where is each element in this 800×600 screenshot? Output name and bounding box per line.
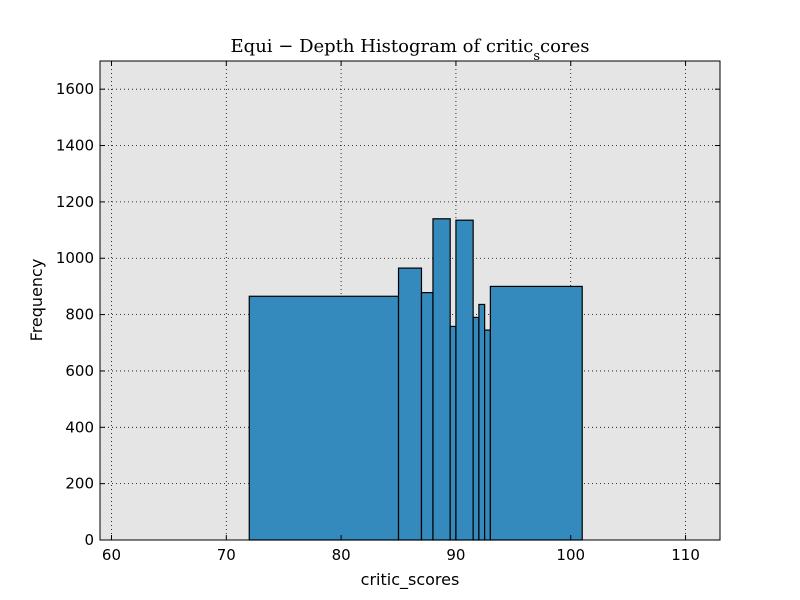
histogram-bar [420, 292, 434, 541]
x-tick-label: 80 [332, 546, 351, 564]
y-tick-label: 200 [65, 475, 94, 493]
bars [248, 218, 583, 541]
x-tick-label: 60 [102, 546, 121, 564]
y-tick-label: 0 [84, 531, 94, 549]
x-tick-label: 70 [217, 546, 236, 564]
x-tick-label: 110 [671, 546, 700, 564]
y-tick-label: 400 [65, 418, 94, 436]
y-axis-label: Frequency [27, 259, 46, 342]
x-tick-label: 100 [556, 546, 585, 564]
histogram-bar [432, 218, 451, 541]
y-tick-label: 1000 [56, 249, 94, 267]
plot-frame [99, 60, 721, 541]
y-axis-ticks: 0 200 400 600 800 1000 1200 1400 1600 [56, 80, 720, 549]
histogram-bar [472, 316, 480, 541]
histogram-bar [397, 267, 423, 541]
histogram-bar [489, 285, 583, 541]
chart-title: Equi − Depth Histogram of criticscores [231, 36, 590, 64]
y-tick-label: 1400 [56, 137, 94, 155]
histogram-bar [449, 325, 457, 541]
histogram-bar [478, 303, 486, 541]
histogram-bar [455, 219, 474, 541]
histogram-bar [248, 295, 400, 541]
x-axis-ticks: 60 70 80 90 100 110 [102, 61, 700, 564]
y-tick-label: 600 [65, 362, 94, 380]
y-tick-label: 800 [65, 306, 94, 324]
x-axis-label: critic_scores [361, 570, 460, 590]
x-tick-label: 90 [446, 546, 465, 564]
y-tick-label: 1600 [56, 80, 94, 98]
histogram-bar [484, 329, 491, 541]
y-tick-label: 1200 [56, 193, 94, 211]
